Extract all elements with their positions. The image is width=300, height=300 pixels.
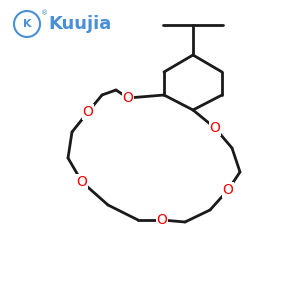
Text: O: O (157, 213, 167, 227)
Text: O: O (76, 175, 87, 189)
Text: K: K (23, 19, 31, 29)
Text: ®: ® (41, 10, 48, 16)
Text: Kuujia: Kuujia (48, 15, 111, 33)
Text: O: O (210, 121, 220, 135)
Text: O: O (123, 91, 134, 105)
Text: O: O (223, 183, 233, 197)
Text: O: O (82, 105, 93, 119)
